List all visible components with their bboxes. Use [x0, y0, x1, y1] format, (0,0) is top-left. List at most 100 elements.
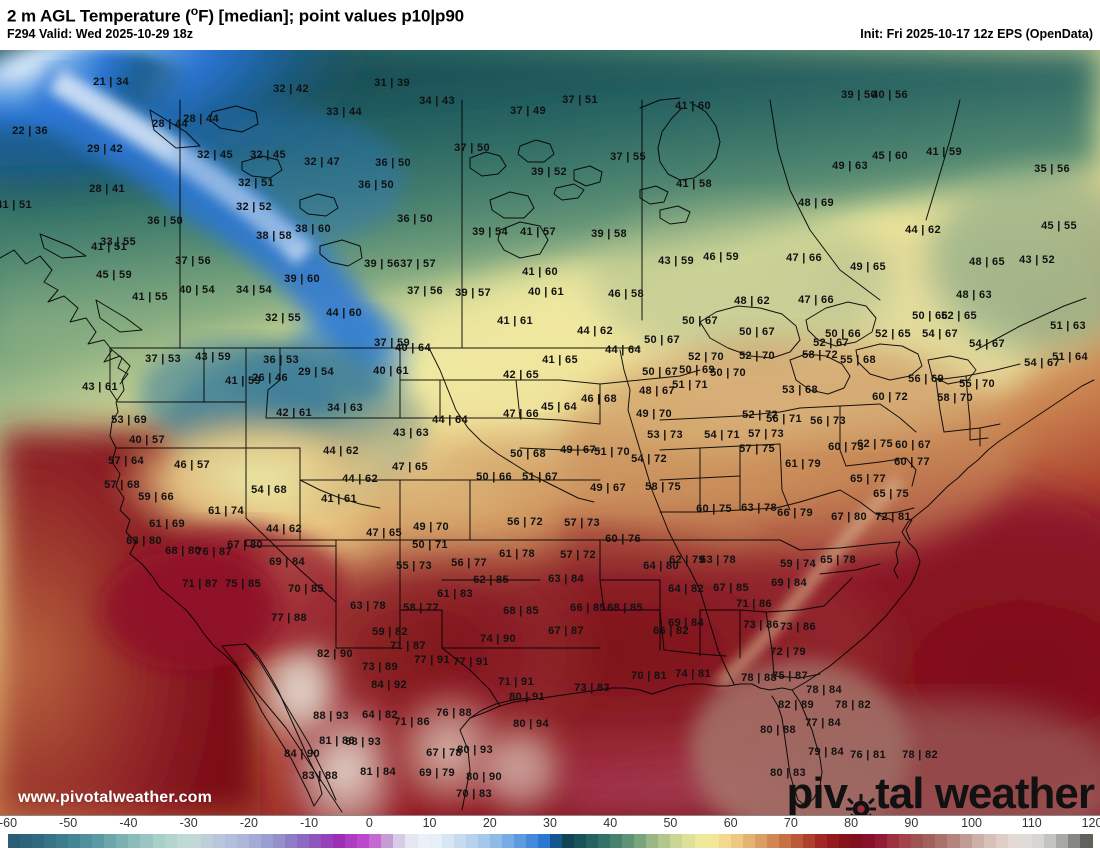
point-value-label: 21 | 34: [93, 76, 129, 88]
point-value-label: 54 | 72: [631, 453, 667, 465]
colorbar-segment: [1031, 834, 1045, 848]
page-title: 2 m AGL Temperature (oF) [median]; point…: [7, 4, 465, 26]
point-value-label: 50 | 66: [476, 471, 512, 483]
point-value-label: 46 | 68: [581, 393, 617, 405]
point-value-label: 44 | 62: [323, 445, 359, 457]
point-value-label: 32 | 42: [273, 83, 309, 95]
point-value-label: 50 | 67: [682, 315, 718, 327]
point-value-label: 47 | 65: [366, 527, 402, 539]
point-value-label: 68 | 85: [607, 602, 643, 614]
colorbar-tick: 30: [543, 816, 557, 830]
colorbar-segment: [1079, 834, 1093, 848]
point-value-label: 68 | 80: [165, 545, 201, 557]
point-value-label: 74 | 81: [675, 668, 711, 680]
point-value-label: 39 | 56: [364, 258, 400, 270]
point-value-label: 78 | 82: [835, 699, 871, 711]
point-value-label: 72 | 79: [770, 646, 806, 658]
point-value-label: 29 | 42: [87, 143, 123, 155]
point-value-label: 54 | 68: [251, 484, 287, 496]
point-value-label: 34 | 63: [327, 402, 363, 414]
point-value-label: 71 | 87: [182, 578, 218, 590]
colorbar-segment: [321, 834, 334, 848]
point-value-label: 77 | 88: [271, 612, 307, 624]
colorbar-segment: [297, 834, 310, 848]
point-value-label: 46 | 58: [608, 288, 644, 300]
point-value-label: 73 | 83: [574, 682, 610, 694]
point-value-label: 80 | 83: [770, 767, 806, 779]
colorbar-tick: -20: [239, 816, 258, 830]
point-value-label: 44 | 62: [577, 325, 613, 337]
colorbar-segment: [152, 834, 166, 848]
colorbar-tick: 10: [422, 816, 437, 830]
point-value-label: 40 | 61: [373, 365, 409, 377]
point-value-label: 39 | 54: [472, 226, 508, 238]
point-value-label: 77 | 91: [453, 656, 489, 668]
point-value-label: 28 | 41: [89, 183, 125, 195]
point-value-label: 48 | 69: [798, 197, 834, 209]
point-value-label: 78 | 82: [902, 749, 938, 761]
colorbar-segment: [983, 834, 997, 848]
point-value-label: 42 | 61: [276, 407, 312, 419]
point-value-label: 36 | 50: [358, 179, 394, 191]
point-value-label: 61 | 79: [785, 458, 821, 470]
point-value-label: 78 | 84: [806, 684, 842, 696]
colorbar-segment: [875, 834, 888, 848]
colorbar-segment: [766, 834, 780, 848]
colorbar-tick: 110: [1021, 816, 1042, 830]
colorbar[interactable]: -60 -50 -40 -30 -20 -10 0 10 20 30 40 50 60 70 80 90 100…: [0, 816, 1100, 850]
point-value-label: 43 | 61: [82, 381, 118, 393]
point-value-label: 40 | 61: [528, 286, 564, 298]
colorbar-segment: [887, 834, 900, 848]
colorbar-segment: [574, 834, 587, 848]
colorbar-tick: -30: [179, 816, 198, 830]
point-value-label: 49 | 63: [832, 160, 868, 172]
temperature-map[interactable]: 21 | 34 22 | 36 28 | 44 29 | 42 32 | 45 32 | …: [0, 50, 1100, 816]
point-value-label: 58 | 77: [403, 602, 439, 614]
point-value-label: 58 | 75: [645, 481, 681, 493]
colorbar-segment: [417, 834, 431, 848]
point-value-label: 73 | 89: [362, 661, 398, 673]
point-value-label: 46 | 57: [174, 459, 210, 471]
point-value-label: 61 | 78: [499, 548, 535, 560]
colorbar-segment: [814, 834, 828, 848]
point-value-label: 41 | 60: [675, 100, 711, 112]
point-value-label: 81 | 84: [360, 766, 396, 778]
colorbar-segment: [839, 834, 852, 848]
point-value-label: 41 | 51: [91, 241, 127, 253]
point-value-label: 60 | 76: [605, 533, 641, 545]
colorbar-segment: [140, 834, 154, 848]
colorbar-segment: [489, 834, 503, 848]
point-value-label: 74 | 90: [480, 633, 516, 645]
point-value-label: 70 | 85: [288, 583, 324, 595]
point-value-label: 67 | 80: [831, 511, 867, 523]
point-value-label: 47 | 66: [798, 294, 834, 306]
colorbar-segment: [923, 834, 937, 848]
point-value-label: 28 | 44: [152, 118, 188, 130]
point-value-label: 54 | 67: [1024, 357, 1060, 369]
colorbar-segment: [381, 834, 395, 848]
colorbar-segment: [224, 834, 238, 848]
point-value-label: 41 | 55: [132, 291, 168, 303]
colorbar-segment: [501, 834, 515, 848]
point-value-label: 37 | 57: [400, 258, 436, 270]
point-value-label: 76 | 88: [436, 707, 472, 719]
colorbar-segment: [116, 834, 130, 848]
point-value-label: 54 | 67: [922, 328, 958, 340]
point-value-label: 48 | 67: [639, 385, 675, 397]
point-value-label: 60 | 67: [895, 439, 931, 451]
point-value-label: 67 | 85: [713, 582, 749, 594]
point-value-label: 44 | 62: [342, 473, 378, 485]
colorbar-segment: [947, 834, 961, 848]
point-value-label: 49 | 70: [636, 408, 672, 420]
point-value-label: 32 | 47: [304, 156, 340, 168]
colorbar-segment: [610, 834, 623, 848]
point-value-label: 80 | 91: [509, 691, 545, 703]
point-value-label: 43 | 63: [393, 427, 429, 439]
point-value-label: 37 | 55: [610, 151, 646, 163]
point-value-label: 64 | 82: [668, 583, 704, 595]
colorbar-segment: [537, 834, 551, 848]
point-value-label: 50 | 66: [825, 328, 861, 340]
point-value-label: 52 | 67: [813, 337, 849, 349]
point-value-label: 37 | 50: [454, 142, 490, 154]
